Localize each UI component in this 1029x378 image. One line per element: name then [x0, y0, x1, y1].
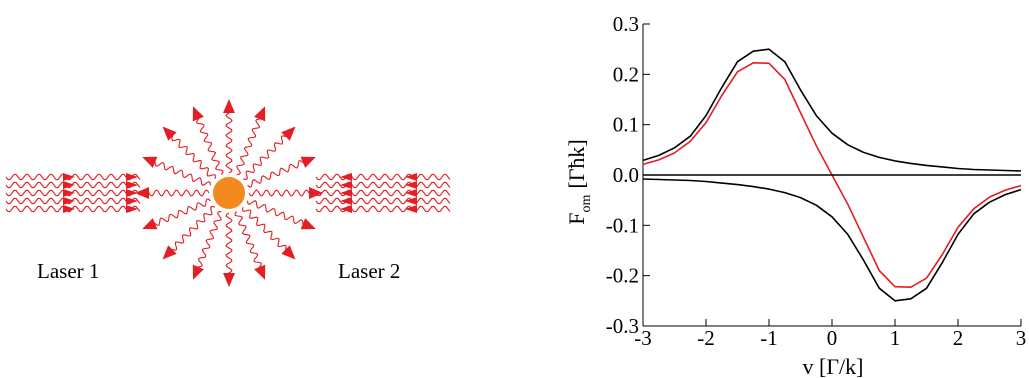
- y-axis-title-symbol: F: [564, 213, 589, 225]
- laser-arrowhead: [340, 197, 352, 205]
- emission-wave: [152, 198, 211, 226]
- emission-wave: [234, 211, 262, 270]
- laser1-beam: [5, 173, 141, 213]
- emission-arrowhead: [162, 126, 177, 141]
- x-axis-title: v [Γ/k]: [803, 354, 864, 378]
- laser-arrowhead: [405, 189, 417, 197]
- y-axis-title-unit: [Γħk]: [564, 139, 589, 188]
- emission-wave: [171, 133, 217, 180]
- emission-wave: [248, 189, 311, 197]
- emission-arrowhead: [192, 264, 204, 280]
- svg-text:Fom[Γħk]: Fom [Γħk]: [564, 139, 594, 225]
- x-tick-label: -3: [634, 326, 652, 350]
- series-line-1: [642, 48, 1022, 172]
- laser-wave-line: [315, 197, 451, 205]
- laser-arrowhead: [340, 205, 352, 213]
- y-tick-label: -0.2: [606, 264, 639, 288]
- laser-arrowhead: [340, 189, 352, 197]
- laser-wave-line: [5, 173, 141, 181]
- laser2-beam: [315, 173, 451, 213]
- laser-wave-line: [5, 197, 141, 205]
- laser1-label: Laser 1: [37, 259, 99, 283]
- emission-wave: [154, 159, 212, 186]
- y-tick-label: -0.3: [606, 314, 639, 338]
- laser-arrowhead: [405, 205, 417, 213]
- y-tick-label: 0.3: [613, 12, 639, 36]
- emission-arrowhead: [142, 218, 158, 230]
- laser-arrowhead: [405, 181, 417, 189]
- laser-wave-line: [5, 205, 141, 213]
- laser-cooling-diagram: Laser 1 Laser 2: [5, 99, 451, 287]
- atom: [213, 177, 245, 209]
- emission-arrowhead: [254, 264, 266, 280]
- emission-wave: [247, 160, 306, 188]
- emission-arrowhead: [223, 273, 235, 287]
- x-tick-label: -1: [760, 326, 778, 350]
- emission-arrowhead: [192, 106, 204, 122]
- emission-wave: [147, 189, 210, 197]
- spontaneous-emission-arrows: [135, 99, 323, 287]
- laser-arrowhead: [126, 189, 138, 197]
- emission-arrowhead: [162, 245, 177, 260]
- laser-wave-line: [315, 189, 451, 197]
- emission-arrowhead: [281, 126, 296, 141]
- x-tick-label: 2: [953, 326, 964, 350]
- y-tick-label: 0.1: [613, 113, 639, 137]
- emission-arrowhead: [281, 245, 296, 260]
- laser-wave-line: [315, 205, 451, 213]
- y-axis-title-subscript: om: [579, 195, 594, 213]
- laser-arrowhead: [126, 197, 138, 205]
- laser-arrowhead: [63, 181, 75, 189]
- x-axis-ticks: -3 -2 -1 0 1 2 3: [634, 319, 1026, 350]
- laser-arrowhead: [63, 173, 75, 181]
- emission-wave: [195, 210, 222, 268]
- laser-arrowhead: [340, 181, 352, 189]
- emission-wave: [236, 118, 263, 176]
- y-tick-label: -0.1: [606, 213, 639, 237]
- laser-arrowhead: [126, 205, 138, 213]
- emission-arrowhead: [135, 187, 149, 199]
- emission-arrowhead: [142, 156, 158, 168]
- x-tick-label: 3: [1016, 326, 1027, 350]
- emission-wave: [225, 111, 233, 174]
- laser-arrowhead: [63, 189, 75, 197]
- emission-arrowhead: [309, 187, 323, 199]
- emission-wave: [246, 200, 304, 227]
- series-line-2: [642, 178, 1022, 302]
- y-axis-ticks: 0.3 0.2 0.1 0.0 -0.1 -0.2 -0.3: [606, 12, 650, 338]
- laser-arrowhead: [405, 197, 417, 205]
- x-tick-label: 1: [890, 326, 901, 350]
- laser-wave-line: [315, 173, 451, 181]
- laser2-label: Laser 2: [338, 259, 400, 283]
- laser-arrowhead: [405, 173, 417, 181]
- emission-wave: [196, 116, 224, 175]
- emission-wave: [241, 206, 287, 253]
- emission-wave: [242, 135, 289, 181]
- laser-wave-line: [5, 181, 141, 189]
- y-axis-title: Fom [Γħk]: [564, 139, 594, 225]
- laser-arrowhead: [126, 181, 138, 189]
- x-tick-label: 0: [827, 326, 838, 350]
- laser-wave-line: [5, 189, 141, 197]
- emission-arrowhead: [300, 156, 316, 168]
- y-tick-label: 0.2: [613, 62, 639, 86]
- emission-arrowhead: [300, 218, 316, 230]
- emission-wave: [169, 205, 216, 251]
- x-tick-label: -2: [697, 326, 715, 350]
- laser-wave-line: [315, 181, 451, 189]
- laser-arrowhead: [126, 173, 138, 181]
- y-tick-label: 0.0: [613, 163, 639, 187]
- laser-arrowhead: [63, 205, 75, 213]
- emission-wave: [225, 212, 233, 275]
- emission-arrowhead: [254, 106, 266, 122]
- series-group: [642, 48, 1022, 302]
- laser-arrowhead: [63, 197, 75, 205]
- laser-arrowhead: [340, 173, 352, 181]
- emission-arrowhead: [223, 99, 235, 113]
